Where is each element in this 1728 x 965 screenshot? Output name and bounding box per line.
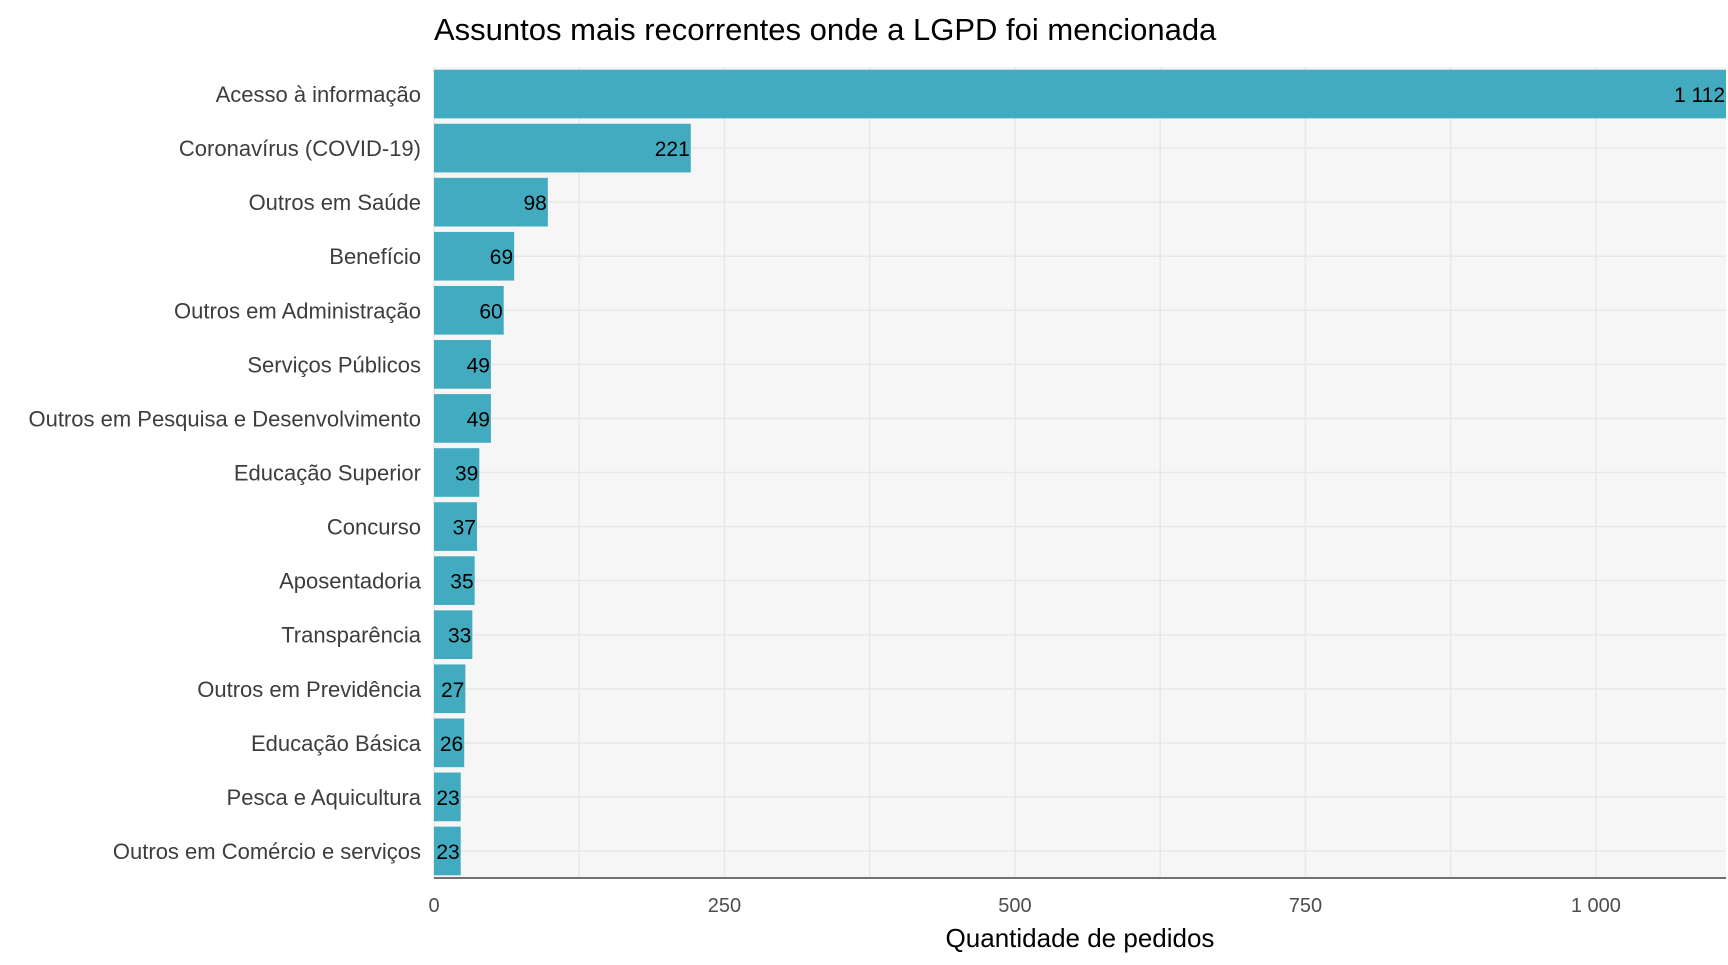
category-label: Educação Básica	[251, 731, 422, 756]
bar-value-label: 37	[453, 517, 476, 540]
bar	[434, 826, 461, 876]
x-tick-label: 750	[1289, 895, 1322, 917]
category-label: Coronavírus (COVID-19)	[179, 136, 421, 161]
bar	[434, 556, 475, 605]
x-tick-label: 500	[998, 895, 1031, 917]
bar	[434, 718, 465, 768]
bar-value-label: 1 112	[1674, 84, 1725, 107]
bar	[434, 448, 480, 497]
category-label: Outros em Comércio e serviços	[113, 839, 421, 864]
bar-value-label: 69	[490, 246, 513, 269]
bar-value-label: 221	[655, 138, 690, 161]
bar-value-label: 60	[479, 300, 502, 323]
category-label: Acesso à informação	[216, 82, 421, 107]
bar-value-label: 35	[450, 571, 473, 594]
bar-value-label: 26	[440, 733, 463, 756]
category-label: Serviços Públicos	[247, 352, 421, 377]
x-tick-label: 0	[428, 895, 439, 917]
chart-title: Assuntos mais recorrentes onde a LGPD fo…	[434, 12, 1217, 47]
category-label: Aposentadoria	[279, 569, 422, 594]
category-label: Outros em Administração	[174, 298, 421, 323]
bar	[434, 664, 466, 714]
category-label: Pesca e Aquicultura	[227, 785, 422, 810]
category-label: Transparência	[281, 623, 422, 648]
category-label: Outros em Saúde	[249, 190, 421, 215]
x-tick-label: 250	[708, 895, 741, 917]
x-axis-title: Quantidade de pedidos	[946, 923, 1215, 953]
bar	[434, 177, 548, 227]
category-label: Outros em Pesquisa e Desenvolvimento	[28, 406, 421, 431]
bar	[434, 340, 491, 389]
bar-value-label: 23	[436, 841, 459, 864]
bar	[434, 231, 515, 281]
bar-value-label: 27	[441, 679, 464, 702]
bar	[434, 69, 1726, 119]
bar-value-label: 98	[524, 192, 547, 215]
category-label: Outros em Previdência	[197, 677, 422, 702]
category-label: Concurso	[327, 515, 421, 540]
bar	[434, 610, 473, 660]
bar	[434, 285, 504, 335]
bar	[434, 502, 477, 551]
bar	[434, 394, 491, 443]
bar-value-label: 49	[467, 354, 490, 377]
bar	[434, 123, 691, 173]
bar-value-label: 33	[448, 625, 471, 648]
bar	[434, 772, 461, 822]
bar-value-label: 23	[436, 787, 459, 810]
category-label: Benefício	[329, 244, 421, 269]
category-label: Educação Superior	[234, 461, 421, 486]
bar-value-label: 39	[455, 463, 478, 486]
bar-value-label: 49	[467, 408, 490, 431]
x-tick-label: 1 000	[1571, 895, 1621, 917]
